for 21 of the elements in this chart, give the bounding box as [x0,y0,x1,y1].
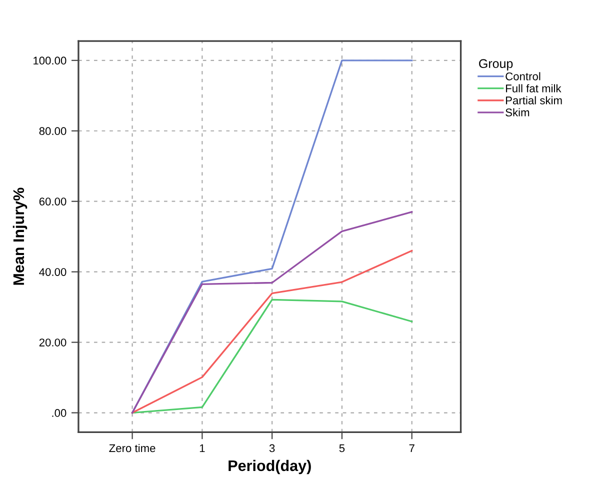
x-tick-label: 7 [409,444,414,452]
x-tick-label: Zero time [109,444,156,452]
legend-title: Group [479,59,513,70]
y-tick-label: 80.00 [39,127,66,136]
line-series [131,250,413,414]
y-tick-label: 40.00 [39,268,66,276]
line-series [131,298,413,414]
legend-label: Full fat milk [506,84,562,92]
legend-label: Skim [506,108,530,116]
legend-label: Partial skim [506,96,562,104]
x-tick-label: 5 [339,444,345,452]
line-series [131,211,413,414]
y-tick-label: 100.00 [34,56,66,65]
y-tick-label: 60.00 [39,198,66,206]
legend-label: Control [506,72,540,80]
y-axis-title: Mean Injury% [12,188,28,285]
x-tick-label: 3 [269,444,275,452]
y-tick-label: .00 [52,409,66,417]
x-axis-title: Period(day) [228,460,311,474]
x-tick-label: 1 [200,444,205,452]
y-tick-label: 20.00 [39,338,66,346]
